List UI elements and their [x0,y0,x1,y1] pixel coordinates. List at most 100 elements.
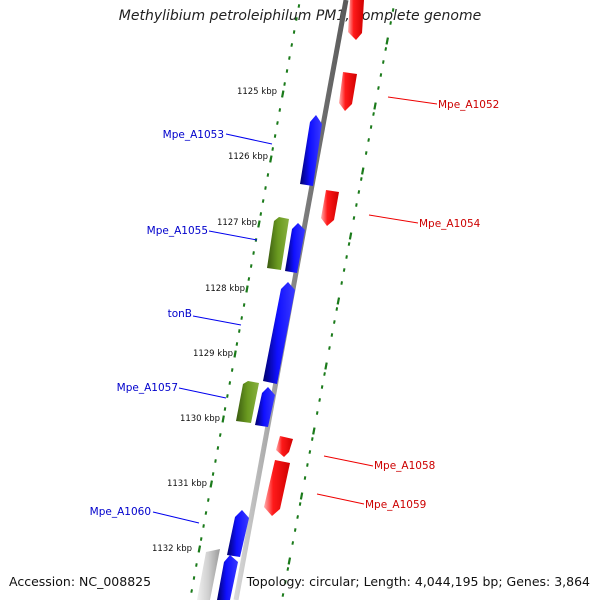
gene-mpe-a1053[interactable] [300,115,322,186]
gene-mpe-a1058[interactable] [276,436,293,457]
track-tick [287,557,292,565]
topology-text: Topology: circular; Length: 4,044,195 bp… [246,574,590,589]
label-mpe-a1058: Mpe_A1058 [374,460,435,472]
tick-label-1131: 1131 kbp [167,479,207,489]
track-dot [298,502,302,506]
tick-minor [228,381,232,385]
track-dot [335,307,339,311]
reverse-track [281,8,395,597]
track-dot [342,268,346,272]
tick-label-1129: 1129 kbp [193,349,233,359]
tick-minor [223,407,227,411]
tick-minor [230,368,234,372]
tick-minor [276,121,279,125]
leader-mpe-a1057 [178,387,227,399]
track-dot [360,177,363,181]
track-dot [333,320,336,324]
tick-minor [238,329,241,333]
track-dot [369,125,373,129]
track-dot [315,411,319,415]
track-dot [330,333,334,337]
track-dot [345,255,348,259]
leader-tonb [192,315,242,326]
gene-tonb[interactable] [263,282,295,384]
label-mpe-a1053: Mpe_A1053 [163,129,224,141]
gene-top-red[interactable] [348,0,364,40]
gene-bottom-grey[interactable] [197,549,220,600]
track-dot [281,593,285,597]
gene-features [197,0,364,600]
leader-mpe-a1055 [208,230,258,241]
tick-label-1130: 1130 kbp [180,414,220,424]
tick-minor [218,433,222,437]
gene-mpe-a1055-b[interactable] [285,223,305,273]
tick-minor [264,186,267,190]
tick-minor [235,342,239,346]
tick-minor [207,498,210,502]
track-dot [347,242,351,246]
tick-minor [290,43,294,47]
tick-major [209,480,213,488]
tick-minor [295,17,298,21]
tick-minor [240,316,243,320]
tick-minor [292,30,296,34]
gene-mpe-a1057-b[interactable] [255,387,275,427]
label-mpe-a1057: Mpe_A1057 [117,382,178,394]
gene-mpe-a1057[interactable] [236,381,259,423]
map-title: Methylibium petroleiphilum PM1, complete… [118,8,482,24]
gene-mpe-a1060[interactable] [227,510,249,557]
gene-mpe-a1059[interactable] [264,460,290,516]
tick-minor [266,173,270,177]
track-dot [355,203,358,207]
track-dot [340,281,343,285]
tick-minor [242,303,246,307]
tick-minor [259,212,263,216]
track-tick [373,102,377,110]
gene-mpe-a1054[interactable] [321,190,339,226]
track-tick [299,492,304,500]
tick-minor [273,134,277,138]
label-tonb: tonB [168,308,192,320]
track-dot [296,515,299,519]
leader-mpe-a1058 [323,455,374,467]
tick-minor [192,576,196,580]
track-dot [308,450,312,454]
track-dot [306,463,309,467]
tick-minor [214,459,217,463]
tick-minor [199,537,203,541]
tick-label-1132: 1132 kbp [152,544,192,554]
track-dot [318,398,321,402]
gene-mpe-a1055[interactable] [267,217,289,270]
label-mpe-a1060: Mpe_A1060 [90,506,151,518]
gene-mpe-a1052[interactable] [339,72,357,111]
tick-minor [190,589,193,593]
tick-minor [247,277,251,281]
tick-minor [297,4,301,8]
tick-minor [211,472,215,476]
leader-mpe-a1054 [368,214,419,224]
leader-mpe-a1053 [225,133,273,145]
tick-label-1126: 1126 kbp [228,152,268,162]
tick-minor [249,264,253,268]
track-dot [377,86,380,90]
track-dot [352,216,356,220]
track-dot [391,8,395,12]
track-dot [384,47,388,51]
track-tick [348,232,353,240]
track-dot [284,580,287,584]
track-dot [367,138,370,142]
tick-minor [278,108,282,112]
track-dot [291,541,295,545]
tick-minor [204,511,208,515]
label-mpe-a1059: Mpe_A1059 [365,499,426,511]
tick-label-1125: 1125 kbp [237,87,277,97]
tick-major [245,285,249,293]
leader-mpe-a1059 [316,493,365,505]
accession-text: Accession: NC_008825 [9,574,152,589]
tick-minor [288,56,291,60]
tick-minor [261,199,265,203]
tick-minor [202,524,205,528]
tick-major [281,90,285,98]
gene-mpe-a1060-b[interactable] [217,555,238,600]
track-tick [385,37,389,45]
